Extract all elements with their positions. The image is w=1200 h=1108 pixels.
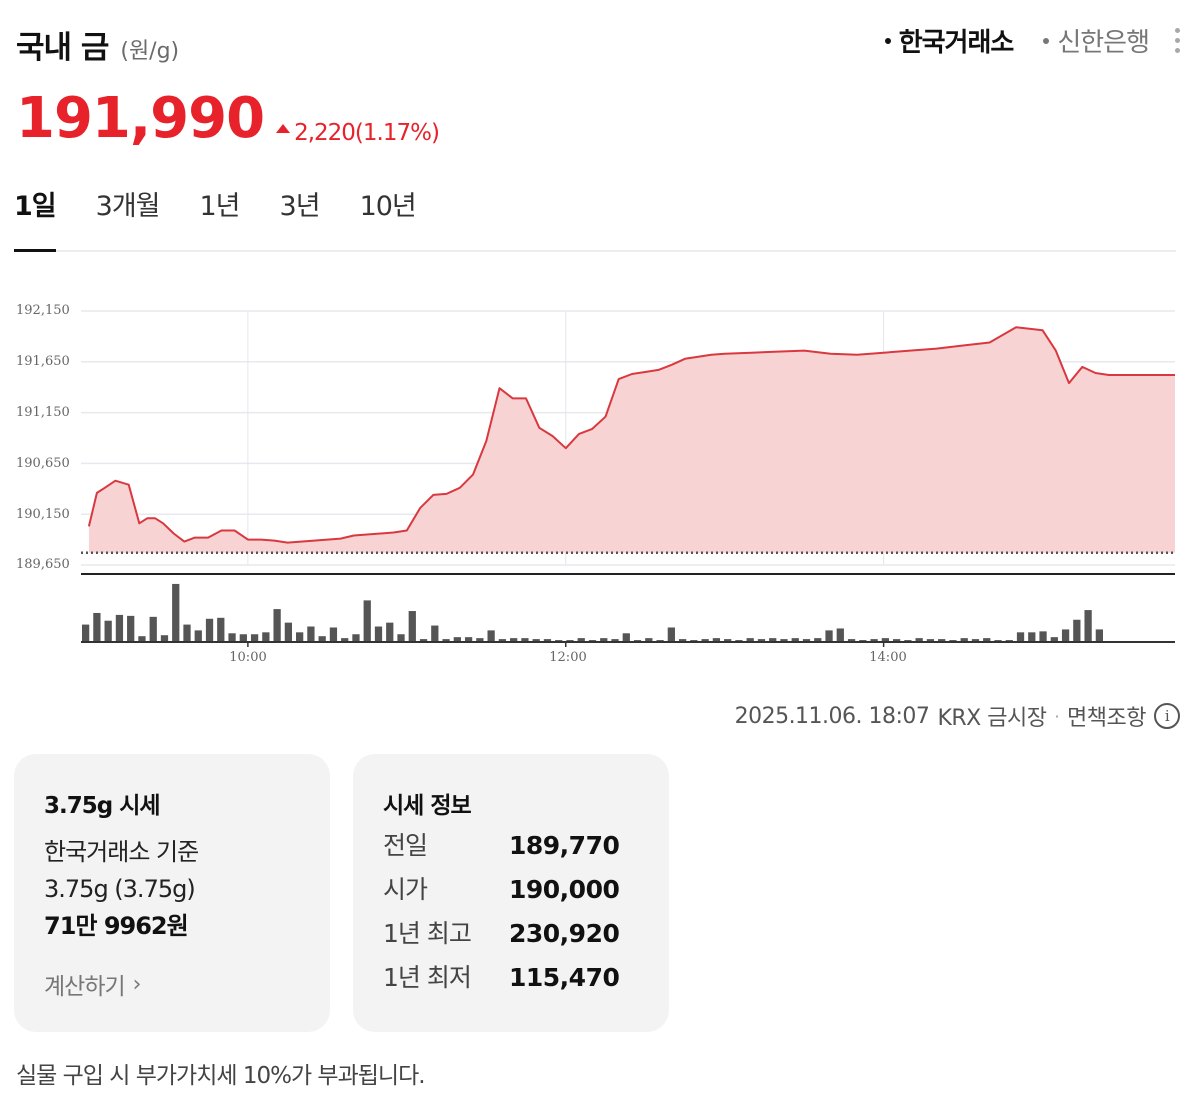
up-triangle-icon — [276, 124, 291, 133]
calculate-button[interactable]: 계산하기 › — [44, 967, 142, 1001]
chevron-right-icon: › — [132, 971, 142, 997]
card-title: 3.75g 시세 — [44, 793, 161, 819]
tab-10years[interactable]: 10년 — [359, 191, 417, 222]
price-info-card: 시세 정보 전일 189,770 시가 190,000 1년 최고 230,92… — [353, 754, 669, 1032]
bullet-icon — [884, 37, 891, 44]
data-source-meta: 2025.11.06. 18:07 KRX 금시장 · 면책조항 i — [735, 700, 1180, 732]
card-title: 시세 정보 — [383, 793, 472, 819]
vat-notice: 실물 구입 시 부가가치세 10%가 부과됩니다. — [16, 1063, 426, 1089]
info-label: 1년 최저 — [383, 963, 472, 992]
x-tick-label: 14:00 — [869, 650, 907, 665]
period-tabs: 1일 3개월 1년 3년 10년 — [14, 184, 1176, 252]
weight-text: 3.75g (3.75g) — [44, 875, 196, 903]
source-label: 신한은행 — [1057, 28, 1150, 58]
price-chart[interactable]: 192,150 191,650 191,150 190,650 190,150 … — [0, 290, 1200, 680]
weight-price-card: 3.75g 시세 한국거래소 기준 3.75g (3.75g) 71만 9962… — [14, 754, 330, 1032]
info-row-open: 시가 190,000 — [383, 868, 639, 912]
bullet-icon — [1043, 37, 1050, 44]
y-tick-label: 192,150 — [16, 303, 70, 318]
info-label: 1년 최고 — [383, 919, 472, 948]
weight-price-value: 71만 9962원 — [44, 912, 189, 940]
info-row-prev-close: 전일 189,770 — [383, 824, 639, 868]
vertical-ellipsis-icon[interactable] — [1175, 28, 1180, 53]
page-header: 국내 금 (원/g) — [16, 22, 179, 67]
separator: · — [1054, 706, 1060, 726]
disclaimer-link[interactable]: 면책조항 — [1067, 706, 1146, 731]
info-label: 시가 — [383, 875, 428, 904]
tab-1day[interactable]: 1일 — [14, 184, 57, 252]
source-krx[interactable]: 한국거래소 — [884, 22, 1015, 59]
y-tick-label: 191,150 — [16, 405, 70, 420]
y-tick-label: 190,150 — [16, 507, 70, 522]
timestamp: 2025.11.06. 18:07 — [734, 703, 930, 729]
market-name: KRX 금시장 — [937, 706, 1047, 731]
unit-label: (원/g) — [120, 39, 180, 64]
y-tick-label: 190,650 — [16, 456, 70, 471]
tab-3years[interactable]: 3년 — [279, 191, 321, 222]
info-value: 115,470 — [509, 963, 620, 992]
quote: 191,990 2,220 (1.17%) — [16, 86, 440, 151]
change-percent: (1.17%) — [354, 119, 440, 146]
calculate-label: 계산하기 — [44, 974, 126, 1000]
y-tick-label: 189,650 — [16, 557, 70, 572]
y-tick-label: 191,650 — [16, 354, 70, 369]
basis-text: 한국거래소 기준 — [44, 838, 199, 866]
source-shinhan[interactable]: 신한은행 — [1043, 22, 1150, 59]
info-value: 189,770 — [509, 831, 620, 860]
source-selector: 한국거래소 신한은행 — [884, 22, 1180, 59]
info-row-52w-high: 1년 최고 230,920 — [383, 912, 639, 956]
info-row-52w-low: 1년 최저 115,470 — [383, 956, 639, 1000]
info-value: 230,920 — [509, 919, 620, 948]
tab-1year[interactable]: 1년 — [199, 191, 241, 222]
chart-canvas — [81, 310, 1175, 647]
x-tick-label: 12:00 — [549, 650, 587, 665]
tab-3months[interactable]: 3개월 — [95, 191, 161, 222]
price-change: 2,220 (1.17%) — [276, 119, 440, 146]
change-amount: 2,220 — [294, 119, 356, 146]
current-price: 191,990 — [16, 86, 265, 151]
x-tick-label: 10:00 — [229, 650, 267, 665]
info-label: 전일 — [383, 831, 428, 860]
page-title: 국내 금 — [16, 30, 109, 66]
source-label: 한국거래소 — [898, 28, 1015, 58]
info-circle-icon[interactable]: i — [1154, 703, 1180, 729]
info-value: 190,000 — [509, 875, 620, 904]
